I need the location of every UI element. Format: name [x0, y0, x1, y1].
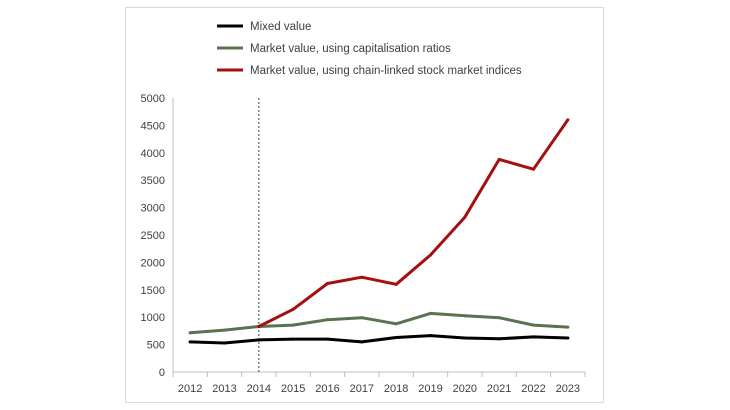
series-1-point	[463, 336, 467, 340]
x-tick-label: 2016	[315, 383, 339, 395]
series-3-point	[326, 281, 329, 285]
y-tick-label: 1000	[141, 312, 165, 324]
series-2-point	[429, 311, 432, 315]
series-3-point	[394, 282, 398, 286]
series-1-point	[497, 337, 501, 341]
legend-label-1: Mixed value	[250, 21, 311, 33]
x-tick-label: 2023	[556, 383, 580, 395]
series-1-point	[429, 334, 432, 338]
x-tick-label: 2018	[384, 383, 408, 395]
series-2-point	[566, 325, 570, 329]
series-2-point	[188, 331, 192, 335]
y-tick-label: 0	[159, 367, 165, 379]
series-3-point	[463, 215, 467, 219]
y-tick-label: 4000	[141, 148, 165, 160]
series-3-point	[532, 167, 535, 171]
y-tick-label: 2000	[141, 257, 165, 269]
series-2-point	[532, 323, 535, 327]
y-tick-label: 2500	[141, 230, 165, 242]
y-axis: 0 500 1000 1500 2000 2500 3000 3500 4000 4500 5000	[141, 93, 174, 379]
series-2-point	[223, 328, 226, 332]
x-tick-label: 2015	[281, 383, 305, 395]
series-2-point	[326, 318, 329, 322]
chart-frame: Mixed value Market value, using capitalis…	[125, 7, 604, 403]
x-tick-label: 2020	[453, 383, 477, 395]
series-lines	[188, 118, 570, 345]
y-tick-label: 3000	[141, 203, 165, 215]
series-line-1	[188, 334, 570, 345]
series-3-point	[566, 118, 570, 122]
x-tick-label: 2013	[212, 383, 236, 395]
series-line-2	[188, 311, 570, 335]
x-tick-label: 2022	[521, 383, 545, 395]
legend: Mixed value Market value, using capitalis…	[217, 21, 522, 77]
series-3-point	[429, 253, 432, 257]
series-1-point	[291, 337, 295, 341]
series-1-point	[257, 338, 261, 342]
series-1-point	[532, 335, 535, 339]
series-line-3	[257, 118, 570, 328]
series-1-point	[566, 336, 570, 340]
series-2-point	[463, 314, 467, 318]
x-axis: 2012 2013 2014 2015 2016 2017 2018 2019 2020 2021…	[172, 371, 586, 395]
series-3-point	[497, 157, 501, 161]
y-tick-label: 4500	[141, 120, 165, 132]
x-tick-label: 2014	[247, 383, 271, 395]
legend-label-3: Market value, using chain-linked stock m…	[250, 65, 522, 77]
series-1-point	[360, 340, 364, 344]
series-2-point	[360, 316, 364, 320]
series-2-point	[394, 322, 398, 326]
series-1-point	[223, 341, 226, 345]
x-tick-label: 2017	[350, 383, 374, 395]
x-tick-label: 2012	[178, 383, 202, 395]
series-1-point	[326, 337, 329, 341]
y-tick-label: 3500	[141, 175, 165, 187]
line-chart: Mixed value Market value, using capitalis…	[141, 21, 586, 395]
y-tick-label: 1500	[141, 285, 165, 297]
legend-label-2: Market value, using capitalisation ratio…	[250, 43, 451, 55]
series-3-point	[257, 325, 261, 329]
series-2-point	[291, 323, 295, 327]
series-3-point	[291, 307, 295, 311]
series-1-point	[394, 335, 398, 339]
y-tick-label: 500	[147, 340, 165, 352]
series-2-point	[497, 316, 501, 320]
y-tick-label: 5000	[141, 93, 165, 105]
series-1-point	[188, 340, 192, 344]
x-tick-label: 2021	[487, 383, 511, 395]
series-3-point	[360, 275, 364, 279]
x-tick-label: 2019	[418, 383, 442, 395]
